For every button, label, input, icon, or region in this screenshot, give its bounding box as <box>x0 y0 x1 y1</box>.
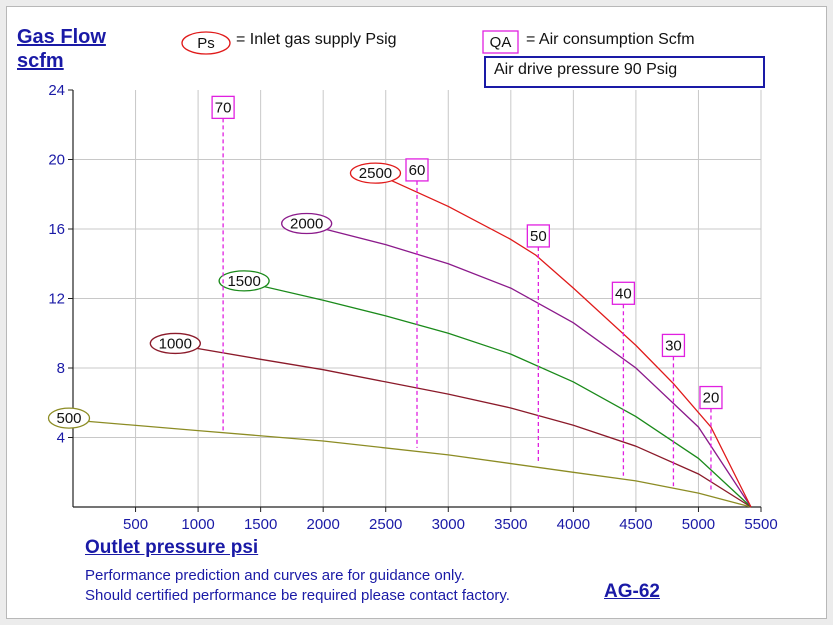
qa-label-60: 60 <box>409 162 426 179</box>
legend-ps-ellipse <box>181 31 231 55</box>
y-axis-label: Gas Flow scfm <box>17 25 106 73</box>
chart-frame: Gas Flow scfm = Inlet gas supply Psig = … <box>6 6 827 619</box>
series-label-2000: 2000 <box>290 216 323 233</box>
series-label-ellipse-1000 <box>149 332 201 355</box>
series-label-1500: 1500 <box>227 273 260 290</box>
series-label-1000: 1000 <box>159 335 192 352</box>
x-tick-label-1500: 1500 <box>244 516 277 533</box>
y-tick-label-12: 12 <box>48 291 65 308</box>
qa-label-30: 30 <box>665 337 682 354</box>
qa-box-60 <box>405 158 429 182</box>
series-line-2500 <box>379 174 752 508</box>
disclaimer-line-2: Should certified performance be required… <box>85 587 510 604</box>
air-drive-pressure-box: Air drive pressure 90 Psig <box>484 56 765 88</box>
chart-plot: 500 1000 1500 2000 2500 3000 3500 4000 4500 5000 5… <box>47 30 778 533</box>
legend-qa-box <box>482 30 519 54</box>
series-line-2000 <box>310 224 752 508</box>
x-axis-label: Outlet pressure psi <box>85 537 259 558</box>
y-tick-label-16: 16 <box>48 221 65 238</box>
qa-label-50: 50 <box>530 228 547 245</box>
series-label-2500: 2500 <box>359 165 392 182</box>
series-label-ellipse-2000 <box>281 212 333 235</box>
y-tick-label-20: 20 <box>48 152 65 169</box>
model-number: AG-62 <box>604 581 660 602</box>
x-tick-label-4500: 4500 <box>619 516 652 533</box>
series-line-500 <box>72 419 752 508</box>
series-line-1000 <box>179 344 752 508</box>
x-tick-label-3500: 3500 <box>494 516 527 533</box>
qa-box-20 <box>699 385 723 410</box>
legend-ps-symbol: Ps <box>197 35 215 52</box>
qa-box-30 <box>661 333 686 358</box>
x-tick-label-5000: 5000 <box>682 516 715 533</box>
x-tick-label-5500: 5500 <box>744 516 777 533</box>
qa-box-50 <box>526 224 550 248</box>
qa-box-70 <box>211 95 235 120</box>
qa-label-40: 40 <box>615 285 632 302</box>
legend-qa-symbol: QA <box>490 34 512 51</box>
qa-box-40 <box>611 281 636 305</box>
series-label-ellipse-500 <box>47 407 91 429</box>
series-label-500: 500 <box>56 410 81 427</box>
x-tick-label-3000: 3000 <box>432 516 465 533</box>
x-tick-label-2500: 2500 <box>369 516 402 533</box>
x-tick-label-2000: 2000 <box>306 516 339 533</box>
y-tick-label-24: 24 <box>48 82 65 99</box>
legend-qa-text: = Air consumption Scfm <box>526 31 695 48</box>
qa-label-20: 20 <box>703 390 720 407</box>
disclaimer-line-1: Performance prediction and curves are fo… <box>85 567 465 584</box>
y-axis-label-line1: Gas Flow <box>17 26 106 48</box>
x-tick-label-4000: 4000 <box>557 516 590 533</box>
y-tick-label-4: 4 <box>57 430 65 447</box>
series-line-1500 <box>247 282 752 508</box>
series-label-ellipse-2500 <box>349 162 402 184</box>
y-axis-label-line2: scfm <box>17 50 64 72</box>
qa-label-70: 70 <box>215 99 232 116</box>
legend-ps-text: = Inlet gas supply Psig <box>236 31 397 48</box>
y-tick-label-8: 8 <box>57 360 65 377</box>
x-tick-label-500: 500 <box>123 516 148 533</box>
series-label-ellipse-1500 <box>218 270 270 292</box>
x-tick-label-1000: 1000 <box>181 516 214 533</box>
